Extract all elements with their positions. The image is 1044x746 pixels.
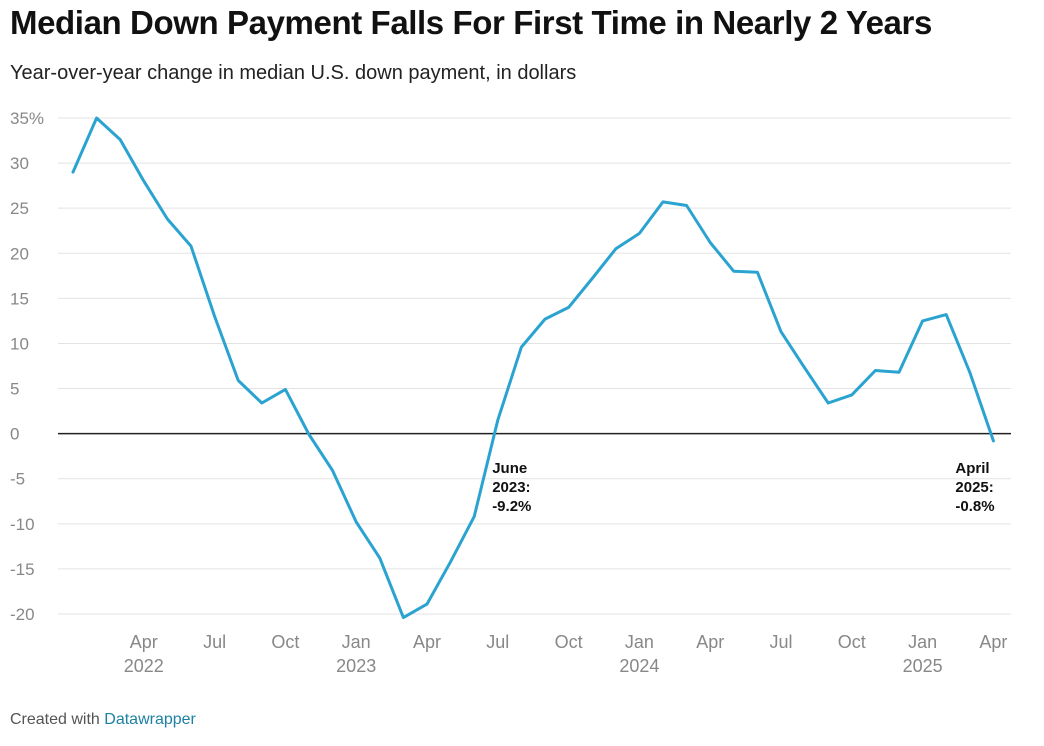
- y-tick-label: 20: [10, 244, 29, 263]
- annotation-line: 2023:: [492, 479, 530, 496]
- chart-subtitle: Year-over-year change in median U.S. dow…: [10, 62, 577, 84]
- x-tick-year: 2023: [336, 656, 376, 676]
- footer: Created with Datawrapper: [10, 711, 196, 729]
- x-tick-month: Apr: [979, 632, 1007, 652]
- annotation-line: 2025:: [955, 479, 993, 496]
- line-chart: 35% 30 25 20 15 10 5 0 -5 -10 -15 -20 Apr 2022 Jul Oct…: [10, 109, 1011, 676]
- y-tick-label: 35%: [10, 109, 44, 128]
- y-tick-label: 5: [10, 380, 19, 399]
- x-tick-month: Jul: [769, 632, 792, 652]
- y-tick-label: 10: [10, 334, 29, 353]
- x-tick-month: Apr: [130, 632, 158, 652]
- x-tick-month: Oct: [555, 632, 583, 652]
- annotation-line: June: [492, 460, 527, 477]
- x-tick-year: 2024: [619, 656, 659, 676]
- x-tick-month: Jul: [203, 632, 226, 652]
- x-tick-month: Jul: [486, 632, 509, 652]
- x-tick-month: Oct: [838, 632, 866, 652]
- grid-lines: [58, 117, 1011, 615]
- y-tick-label: 25: [10, 199, 29, 218]
- x-tick-month: Apr: [413, 632, 441, 652]
- y-tick-label: 30: [10, 154, 29, 173]
- y-tick-label: 15: [10, 289, 29, 308]
- footer-prefix: Created with: [10, 711, 100, 728]
- x-tick-month: Jan: [908, 632, 937, 652]
- y-axis-ticks: 35% 30 25 20 15 10 5 0 -5 -10 -15 -20: [10, 109, 44, 624]
- x-tick-year: 2022: [124, 656, 164, 676]
- x-axis-ticks: Apr 2022 Jul Oct Jan 2023 Apr Jul Oct Jan 2024 Apr J…: [124, 632, 1008, 676]
- x-tick-month: Oct: [271, 632, 299, 652]
- x-tick-month: Apr: [696, 632, 724, 652]
- x-tick-month: Jan: [625, 632, 654, 652]
- series-line: [71, 116, 995, 620]
- x-tick-year: 2025: [903, 656, 943, 676]
- annotations: June 2023: -9.2% April 2025: -0.8%: [492, 460, 994, 515]
- datawrapper-link[interactable]: Datawrapper: [104, 711, 196, 728]
- y-tick-label: 0: [10, 425, 19, 444]
- chart-title: Median Down Payment Falls For First Time…: [10, 4, 932, 41]
- x-tick-month: Jan: [342, 632, 371, 652]
- y-tick-label: -20: [10, 605, 35, 624]
- y-tick-label: -5: [10, 470, 25, 489]
- annotation-line: -9.2%: [492, 498, 531, 515]
- y-tick-label: -15: [10, 560, 35, 579]
- annotation-line: -0.8%: [955, 498, 994, 515]
- annotation-line: April: [955, 460, 989, 477]
- y-tick-label: -10: [10, 515, 35, 534]
